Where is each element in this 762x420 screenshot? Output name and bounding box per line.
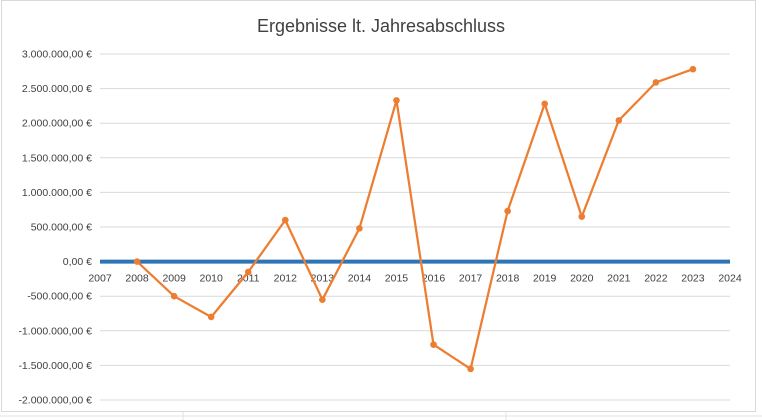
x-tick-label: 2007 xyxy=(88,273,112,285)
data-point xyxy=(133,258,141,265)
data-point xyxy=(689,65,697,73)
y-axis-tick-labels: 3.000.000,00 € 2.500.000,00 € 2.000.000,00… xyxy=(18,49,92,407)
x-tick-label: 2018 xyxy=(496,273,520,285)
data-point xyxy=(430,341,437,348)
x-tick-label: 2013 xyxy=(311,273,335,285)
y-tick-label: -500.000,00 € xyxy=(27,291,92,303)
x-axis-tick-labels: 2007 2008 2009 2010 2011 2012 2013 2014 2015 2016… xyxy=(88,273,742,285)
series xyxy=(133,65,697,373)
data-point xyxy=(615,117,623,124)
y-tick-label: 2.500.000,00 € xyxy=(22,83,92,95)
y-tick-label: 0,00 € xyxy=(63,256,92,268)
data-point xyxy=(541,100,549,108)
y-tick-label: 2.000.000,00 € xyxy=(22,118,92,130)
data-point xyxy=(207,313,215,321)
chart-title: Ergebnisse lt. Jahresabschluss xyxy=(256,16,506,36)
x-tick-label: 2022 xyxy=(644,273,668,285)
y-tick-label: 3.000.000,00 € xyxy=(22,49,92,61)
data-point xyxy=(281,216,289,224)
data-point xyxy=(244,268,252,276)
series-line xyxy=(136,68,694,371)
y-tick-label: -1.500.000,00 € xyxy=(18,360,92,372)
x-tick-label: 2010 xyxy=(199,273,223,285)
x-tick-label: 2012 xyxy=(274,273,298,285)
y-tick-label: 1.000.000,00 € xyxy=(22,187,92,199)
x-tick-label: 2019 xyxy=(533,273,557,285)
x-tick-label: 2011 xyxy=(237,273,260,285)
x-tick-label: 2020 xyxy=(570,273,594,285)
y-tick-label: -2.000.000,00 € xyxy=(18,395,92,407)
x-tick-label: 2009 xyxy=(162,273,186,285)
x-tick-label: 2015 xyxy=(385,273,409,285)
data-point xyxy=(170,292,178,300)
data-point xyxy=(578,213,586,220)
data-point xyxy=(467,365,474,373)
data-point xyxy=(393,97,400,104)
data-point xyxy=(504,207,511,215)
x-tick-label: 2023 xyxy=(681,273,705,285)
gridlines xyxy=(100,53,730,401)
y-tick-label: 1.500.000,00 € xyxy=(22,152,92,164)
y-tick-label: -1.000.000,00 € xyxy=(18,325,92,337)
data-point xyxy=(356,225,363,232)
x-tick-label: 2014 xyxy=(348,273,372,285)
data-point xyxy=(652,79,660,86)
x-tick-label: 2021 xyxy=(607,273,631,285)
x-tick-label: 2024 xyxy=(718,273,742,285)
x-tick-label: 2008 xyxy=(125,273,149,285)
data-point xyxy=(319,296,326,303)
y-tick-label: 500.000,00 € xyxy=(31,222,92,234)
x-tick-label: 2016 xyxy=(422,273,446,285)
chart-area[interactable] xyxy=(1,0,756,412)
x-tick-label: 2017 xyxy=(459,273,483,285)
